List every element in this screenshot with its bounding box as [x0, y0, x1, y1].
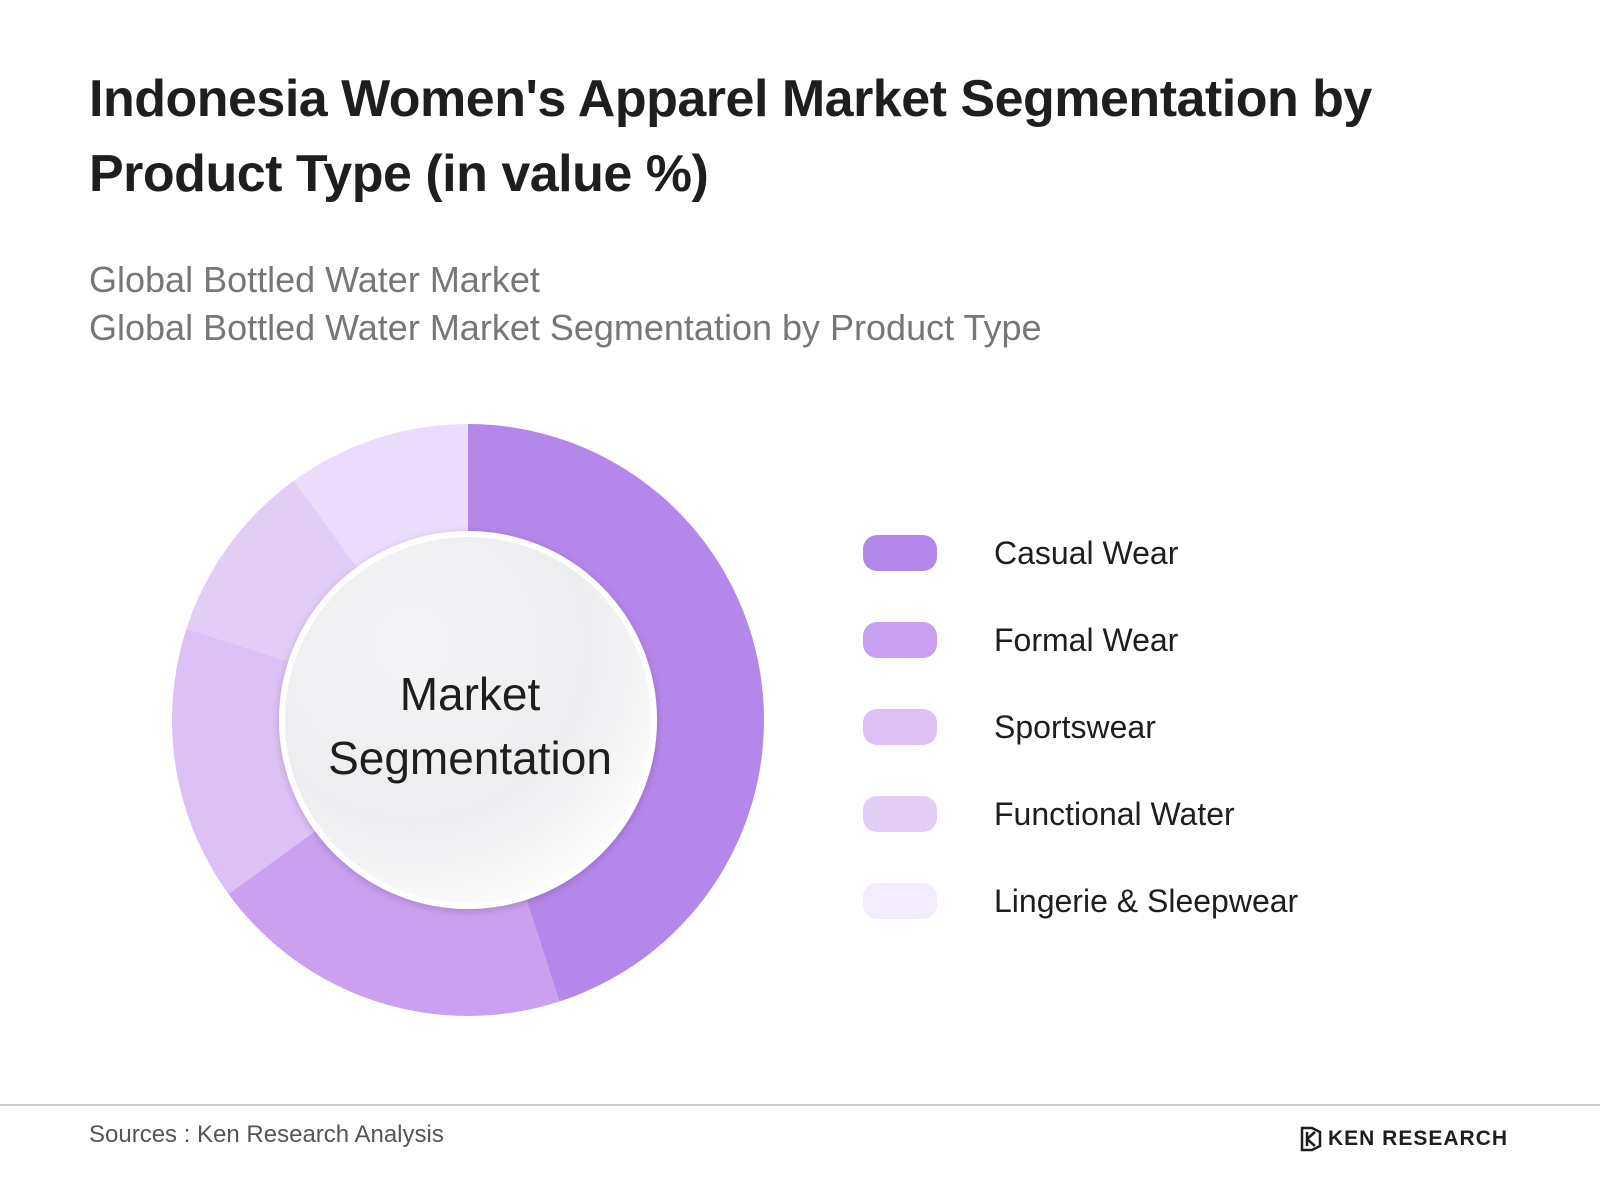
donut-center: [279, 531, 657, 909]
legend-swatch: [863, 535, 937, 571]
donut-slice-lingerie-sleepwear: [294, 424, 468, 570]
legend-swatch: [863, 796, 937, 832]
donut-slices: [172, 424, 765, 1017]
legend-item-functional-water: Functional Water: [863, 794, 1423, 834]
chart-subtitle-1: Global Bottled Water Market: [89, 259, 540, 300]
footer-divider: [0, 1104, 1600, 1106]
legend-label: Formal Wear: [994, 622, 1179, 658]
legend-label: Casual Wear: [994, 535, 1179, 571]
legend-item-sportswear: Sportswear: [863, 707, 1423, 747]
chart-title: Indonesia Women's Apparel Market Segment…: [89, 70, 1372, 203]
legend-swatch: [863, 622, 937, 658]
logo-text: KEN RESEARCH: [1328, 1127, 1509, 1150]
ken-research-logo: KEN RESEARCH: [1300, 1124, 1508, 1154]
legend-label: Lingerie & Sleepwear: [994, 883, 1299, 919]
legend-item-formal-wear: Formal Wear: [863, 620, 1423, 660]
center-label: Market Segmentation: [328, 668, 612, 784]
donut-slice-functional-water: [186, 480, 359, 663]
ken-research-logo-mark-icon: [1300, 1126, 1322, 1152]
source-note: Sources : Ken Research Analysis: [89, 1121, 444, 1148]
legend-swatch: [863, 709, 937, 745]
legend-label: Sportswear: [994, 709, 1156, 745]
legend-item-lingerie-sleepwear: Lingerie & Sleepwear: [863, 881, 1423, 921]
donut-slice-casual-wear: [468, 424, 765, 1002]
legend-label: Functional Water: [994, 796, 1235, 832]
chart-subtitle-2: Global Bottled Water Market Segmentation…: [89, 307, 1042, 348]
legend-swatch: [863, 883, 937, 919]
donut-slice-formal-wear: [228, 829, 560, 1017]
legend-item-casual-wear: Casual Wear: [863, 533, 1423, 573]
